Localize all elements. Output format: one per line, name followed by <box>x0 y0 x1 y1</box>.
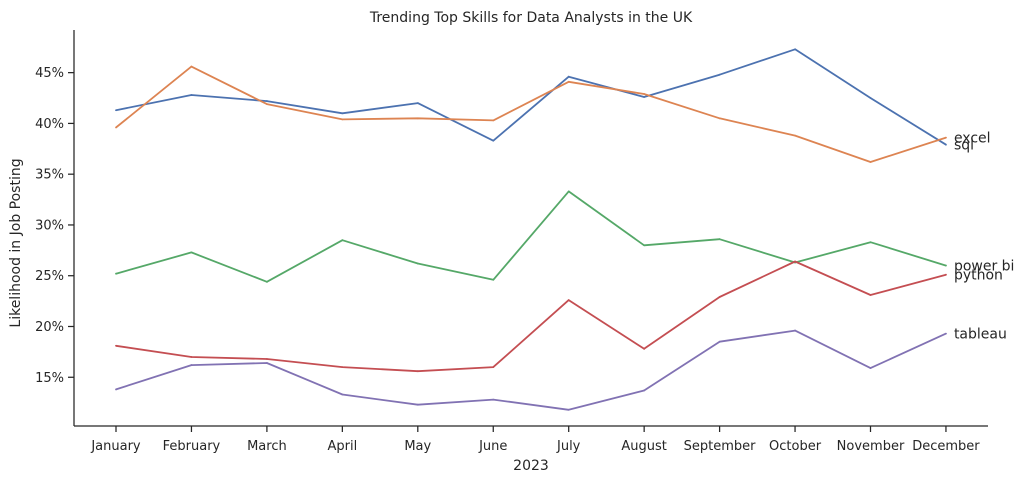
data-point <box>643 93 646 95</box>
series-line-python <box>115 260 947 373</box>
data-point <box>266 358 268 360</box>
data-point <box>718 73 721 76</box>
data-point <box>718 117 721 120</box>
x-tick-label: August <box>621 439 667 454</box>
data-point <box>945 143 947 146</box>
y-tick-label: 20% <box>35 320 64 335</box>
data-point <box>115 272 117 275</box>
series-line-tableau <box>115 329 947 411</box>
series-line-excel <box>115 65 947 163</box>
data-point <box>869 294 872 296</box>
data-point <box>567 75 570 78</box>
data-point <box>115 109 117 112</box>
series-label-excel: excel <box>954 131 991 147</box>
data-point <box>416 102 419 105</box>
data-point <box>794 48 796 51</box>
data-point <box>945 136 947 139</box>
data-point <box>718 340 721 343</box>
data-point <box>341 239 344 242</box>
data-point <box>945 264 947 267</box>
data-point <box>869 241 872 244</box>
data-point <box>945 332 947 335</box>
data-point <box>266 280 268 283</box>
data-point <box>190 251 193 254</box>
x-tick-label: January <box>90 439 141 454</box>
y-tick-label: 40% <box>35 117 64 132</box>
data-point <box>266 100 268 102</box>
data-point <box>492 119 495 122</box>
x-tick-label: February <box>163 439 221 454</box>
data-point <box>567 408 570 411</box>
data-point <box>869 367 872 370</box>
x-tick-label: April <box>327 439 357 454</box>
data-point <box>416 117 419 120</box>
x-tick-label: June <box>478 439 507 454</box>
plot-area: 15% 20% 25% 30% 35% 40% 45% January February Marc… <box>35 30 1014 454</box>
data-point <box>190 356 193 358</box>
data-point <box>794 134 796 137</box>
data-point <box>266 362 268 364</box>
data-point <box>341 366 344 369</box>
data-point <box>718 238 721 241</box>
x-tick-label: May <box>404 439 431 454</box>
data-point <box>643 389 646 392</box>
series-line-power-bi <box>115 190 947 283</box>
series-line-sql <box>115 48 947 146</box>
series-label-power-bi: power bi <box>954 259 1015 275</box>
data-point <box>643 347 646 350</box>
data-point <box>115 126 117 129</box>
chart-title: Trending Top Skills for Data Analysts in… <box>369 10 693 26</box>
data-point <box>266 103 268 106</box>
x-tick-label: November <box>837 439 905 454</box>
data-point <box>115 388 117 391</box>
data-point <box>190 364 193 366</box>
x-tick-label: October <box>769 439 822 454</box>
data-point <box>492 139 495 142</box>
x-tick-label: March <box>247 439 287 454</box>
data-point <box>567 190 570 193</box>
data-point <box>416 370 419 373</box>
series-label-sql: sql <box>954 138 974 154</box>
data-point <box>115 344 117 347</box>
y-tick-label: 35% <box>35 168 64 183</box>
data-point <box>416 403 419 406</box>
series-label-python: python <box>954 268 1003 284</box>
x-axis-label: 2023 <box>513 458 549 474</box>
x-tick-label: December <box>912 439 980 454</box>
data-point <box>341 118 344 121</box>
y-tick-label: 30% <box>35 218 64 233</box>
data-point <box>190 94 193 96</box>
data-point <box>190 65 193 68</box>
data-point <box>718 296 721 298</box>
data-point <box>945 273 947 276</box>
data-point <box>567 80 570 83</box>
series-label-tableau: tableau <box>954 327 1007 343</box>
data-point <box>643 244 646 247</box>
data-point <box>416 262 419 265</box>
data-point <box>567 299 570 301</box>
data-point <box>492 398 495 401</box>
x-tick-label: September <box>684 439 757 454</box>
y-tick-label: 15% <box>35 371 64 386</box>
data-point <box>643 96 646 98</box>
data-point <box>492 366 495 369</box>
data-point <box>341 393 344 396</box>
data-point <box>794 329 796 332</box>
y-tick-label: 25% <box>35 269 64 284</box>
data-point <box>869 97 872 99</box>
data-point <box>341 112 344 115</box>
y-axis-label: Likelihood in Job Posting <box>8 158 24 327</box>
data-point <box>794 260 796 263</box>
x-tick-label: July <box>556 439 581 454</box>
y-tick-label: 45% <box>35 66 64 81</box>
data-point <box>869 161 872 163</box>
data-point <box>492 278 495 281</box>
